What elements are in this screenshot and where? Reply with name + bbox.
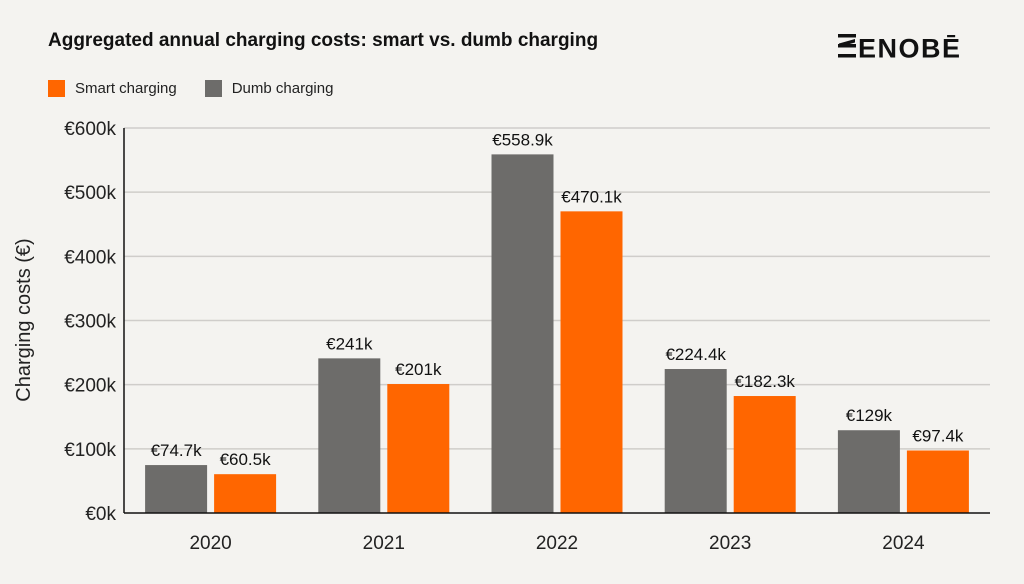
bar-smart-2021 — [387, 384, 450, 513]
axes: €0k €100k €200k €300k €400k €500k €600k 2020 202… — [64, 119, 990, 554]
data-label: €224.4k — [665, 345, 726, 364]
legend-item-dumb: Dumb charging — [204, 80, 334, 97]
data-label: €558.9k — [492, 130, 553, 149]
y-tick-label: €300k — [64, 312, 116, 333]
gridlines — [124, 127, 990, 450]
bar-dumb-2021 — [318, 358, 381, 513]
data-label: €201k — [395, 360, 442, 379]
y-axis-label: Charging costs (€) — [13, 238, 35, 401]
enobe-logo-mark-icon — [838, 34, 856, 58]
x-tick-label: 2020 — [189, 533, 231, 554]
data-label: €241k — [326, 334, 373, 353]
enobe-logo: ENOBĒ — [838, 34, 962, 64]
bar-dumb-2023 — [664, 369, 727, 513]
bars — [145, 154, 969, 514]
legend-swatch-dumb — [204, 80, 222, 97]
data-labels: €74.7k €60.5k €241k €201k €558.9k €470.1k €224… — [151, 130, 964, 469]
x-tick-label: 2022 — [536, 533, 578, 554]
data-label: €129k — [846, 406, 893, 425]
data-label: €470.1k — [561, 187, 622, 206]
bar-dumb-2024 — [837, 430, 900, 513]
data-label: €182.3k — [734, 372, 795, 391]
y-tick-label: €600k — [64, 119, 116, 140]
y-tick-label: €200k — [64, 376, 116, 397]
bar-smart-2022 — [560, 211, 623, 514]
data-label: €97.4k — [912, 427, 964, 446]
bar-dumb-2020 — [145, 465, 208, 513]
y-tick-label: €0k — [85, 504, 116, 525]
bar-dumb-2022 — [491, 154, 554, 513]
legend: Smart charging Dumb charging — [48, 80, 361, 97]
y-tick-label: €500k — [64, 183, 116, 204]
legend-item-smart: Smart charging — [48, 80, 177, 97]
legend-label-smart: Smart charging — [75, 80, 177, 97]
y-tick-label: €100k — [64, 440, 116, 461]
data-label: €60.5k — [220, 450, 272, 469]
bar-smart-2024 — [906, 450, 969, 513]
chart-title: Aggregated annual charging costs: smart … — [48, 30, 599, 51]
y-tick-label: €400k — [64, 247, 116, 268]
bar-smart-2020 — [214, 474, 277, 513]
legend-label-dumb: Dumb charging — [231, 80, 334, 97]
data-label: €74.7k — [151, 441, 203, 460]
enobe-logo-wordmark: ENOBĒ — [858, 34, 962, 64]
x-tick-label: 2021 — [363, 533, 405, 554]
x-tick-label: 2023 — [709, 533, 751, 554]
bar-smart-2023 — [733, 396, 796, 513]
legend-swatch-smart — [48, 80, 65, 97]
x-tick-label: 2024 — [882, 533, 925, 554]
